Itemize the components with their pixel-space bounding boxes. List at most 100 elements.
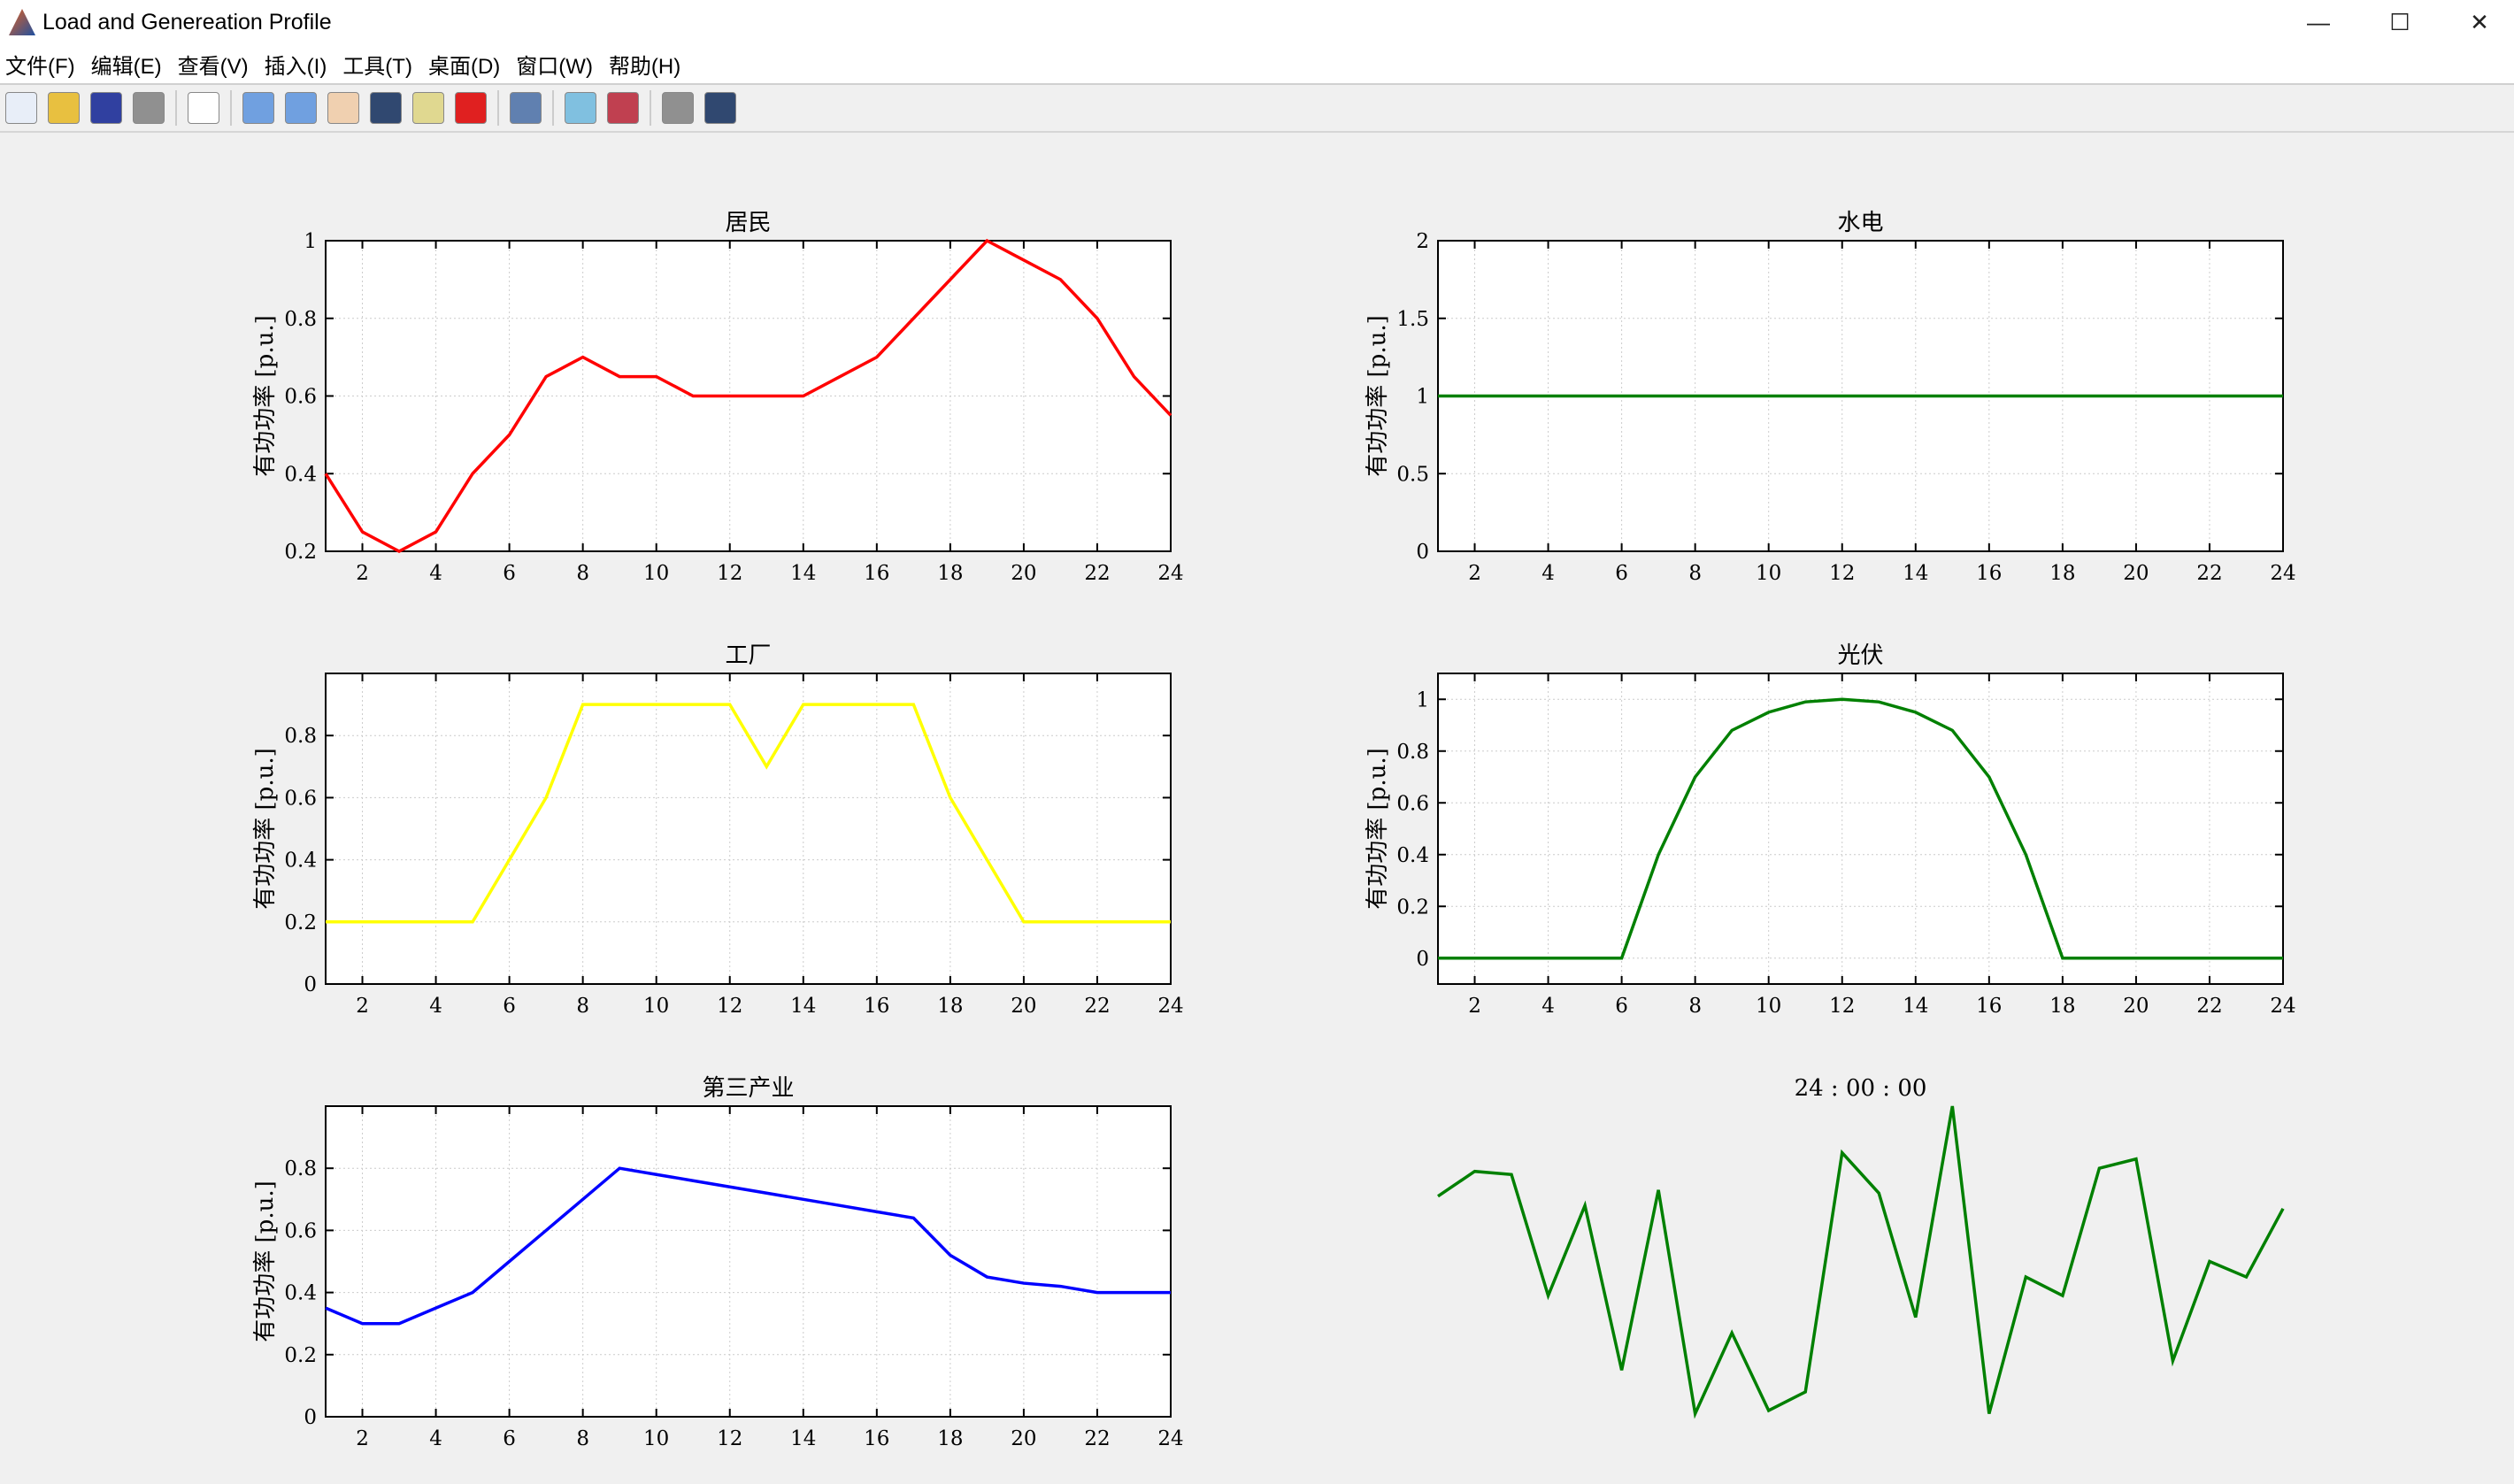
x-tick-label: 24 [1157, 562, 1183, 585]
toolbar [0, 85, 2514, 133]
menu-item-1[interactable]: 编辑(E) [90, 54, 162, 79]
subplot-title: 光伏 [1837, 642, 1883, 669]
zoom-in-icon[interactable] [242, 92, 274, 124]
data-cursor-icon[interactable] [412, 92, 444, 124]
y-tick-label: 0.8 [284, 1157, 317, 1180]
brush-icon[interactable] [455, 92, 487, 124]
x-tick-label: 10 [1756, 995, 1781, 1018]
subplot-title: 第三产业 [702, 1075, 794, 1102]
x-tick-label: 14 [1903, 562, 1928, 585]
x-tick-label: 16 [1976, 995, 2002, 1018]
close-button[interactable]: ✕ [2470, 9, 2489, 35]
x-tick-label: 16 [864, 562, 889, 585]
menu-item-6[interactable]: 窗口(W) [516, 54, 593, 79]
x-tick-label: 12 [1829, 995, 1855, 1018]
x-tick-label: 8 [576, 995, 589, 1018]
link-plot-icon[interactable] [510, 92, 542, 124]
x-tick-label: 16 [864, 995, 889, 1018]
x-tick-label: 18 [937, 562, 963, 585]
x-tick-label: 6 [503, 1427, 516, 1450]
series-line [325, 1166, 1171, 1326]
x-tick-label: 20 [1011, 1427, 1036, 1450]
axes-box [325, 1105, 1172, 1418]
y-axis-label: 有功功率 [p.u.] [1365, 315, 1391, 476]
x-tick-label: 6 [503, 995, 516, 1018]
subplot-title: 24 : 00 : 00 [1795, 1075, 1927, 1102]
x-tick-label: 12 [717, 1427, 742, 1450]
axes-box [325, 673, 1172, 985]
y-axis-label: 有功功率 [p.u.] [252, 315, 279, 476]
x-tick-label: 6 [503, 562, 516, 585]
menu-item-4[interactable]: 工具(T) [342, 54, 412, 79]
matlab-logo-icon [9, 9, 35, 35]
menu-item-3[interactable]: 插入(I) [264, 54, 327, 79]
colorbar-icon[interactable] [565, 92, 596, 124]
x-tick-label: 2 [356, 1427, 369, 1450]
subplot-0: 居民2 4 6 8 10 12 14 16 18 20 22 240.20.40.60.81有功功率 … [252, 210, 1184, 585]
y-tick-label: 0.2 [1396, 896, 1429, 919]
y-tick-label: 0.2 [284, 541, 317, 564]
x-tick-label: 14 [790, 995, 816, 1018]
y-tick-label: 2 [1416, 230, 1429, 253]
menu-item-0[interactable]: 文件(F) [5, 54, 75, 79]
y-tick-label: 1 [304, 230, 317, 253]
y-tick-label: 0.2 [284, 911, 317, 934]
y-axis-label: 有功功率 [p.u.] [1365, 748, 1391, 909]
axes-background [326, 673, 1171, 984]
x-tick-label: 10 [643, 995, 669, 1018]
x-tick-label: 20 [1011, 995, 1036, 1018]
subplot-title: 居民 [725, 210, 771, 236]
y-tick-label: 0 [1416, 541, 1429, 564]
x-tick-label: 24 [1157, 1427, 1183, 1450]
show-plot-tools-icon[interactable] [704, 92, 736, 124]
menu-item-7[interactable]: 帮助(H) [608, 54, 681, 79]
save-icon[interactable] [90, 92, 122, 124]
y-tick-label: 0.8 [1396, 741, 1429, 764]
x-tick-label: 22 [2196, 562, 2222, 585]
y-tick-label: 0.4 [284, 463, 317, 486]
y-axis-label: 有功功率 [p.u.] [252, 1180, 279, 1342]
toolbar-separator [175, 90, 177, 126]
x-tick-label: 20 [1011, 562, 1036, 585]
x-tick-label: 24 [2270, 995, 2295, 1018]
x-tick-label: 2 [1468, 995, 1481, 1018]
y-tick-label: 1 [1416, 688, 1429, 711]
minimize-button[interactable]: — [2307, 9, 2330, 35]
subplot-3: 光伏2 4 6 8 10 12 14 16 18 20 22 2400.20.40.60.81有功功率… [1365, 642, 2296, 1018]
y-tick-label: 0.2 [284, 1344, 317, 1367]
subplot-title: 工厂 [725, 642, 771, 669]
zoom-out-icon[interactable] [285, 92, 317, 124]
legend-icon[interactable] [607, 92, 639, 124]
new-figure-icon[interactable] [5, 92, 37, 124]
rotate-3d-icon[interactable] [370, 92, 402, 124]
series-line [326, 703, 1171, 924]
x-tick-label: 4 [1541, 562, 1555, 585]
x-tick-label: 10 [1756, 562, 1781, 585]
y-axis-label: 有功功率 [p.u.] [252, 748, 279, 909]
y-tick-label: 0.6 [284, 1219, 317, 1242]
x-tick-label: 4 [429, 562, 442, 585]
y-tick-label: 0 [304, 973, 317, 996]
x-tick-label: 20 [2123, 562, 2149, 585]
series-line [1437, 1105, 2285, 1419]
x-tick-label: 12 [717, 995, 742, 1018]
hide-plot-tools-icon[interactable] [662, 92, 694, 124]
menu-item-2[interactable]: 查看(V) [177, 54, 249, 79]
x-tick-label: 10 [643, 1427, 669, 1450]
y-tick-label: 0.5 [1396, 463, 1429, 486]
axes-background [326, 1106, 1171, 1417]
pan-hand-icon[interactable] [327, 92, 359, 124]
x-tick-label: 22 [1084, 562, 1110, 585]
pointer-icon[interactable] [188, 92, 219, 124]
x-tick-label: 4 [429, 995, 442, 1018]
x-tick-label: 18 [937, 1427, 963, 1450]
menu-item-5[interactable]: 桌面(D) [427, 54, 501, 79]
x-tick-label: 6 [1615, 562, 1628, 585]
window-title: Load and Genereation Profile [42, 9, 332, 35]
axes-box [325, 240, 1172, 552]
open-file-icon[interactable] [48, 92, 80, 124]
print-icon[interactable] [133, 92, 165, 124]
maximize-button[interactable]: ☐ [2389, 9, 2410, 35]
